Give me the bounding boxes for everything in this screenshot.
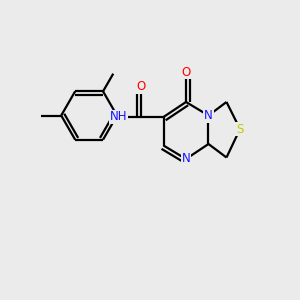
Text: N: N xyxy=(204,109,213,122)
Text: O: O xyxy=(182,65,190,79)
Text: O: O xyxy=(136,80,146,94)
Text: S: S xyxy=(236,122,244,136)
Text: NH: NH xyxy=(110,110,127,124)
Text: N: N xyxy=(182,152,190,166)
